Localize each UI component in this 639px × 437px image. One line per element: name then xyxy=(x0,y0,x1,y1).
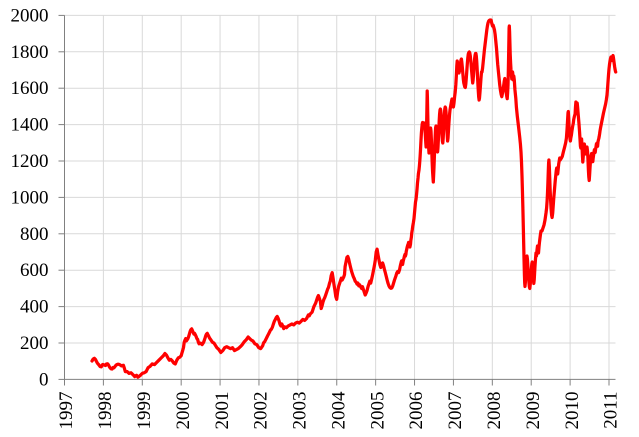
svg-text:2000: 2000 xyxy=(173,392,194,430)
svg-text:1400: 1400 xyxy=(11,115,49,136)
svg-text:1997: 1997 xyxy=(56,392,77,430)
svg-text:1800: 1800 xyxy=(11,42,49,63)
svg-text:2004: 2004 xyxy=(328,391,349,430)
svg-text:0: 0 xyxy=(39,369,49,390)
svg-text:2008: 2008 xyxy=(484,392,505,430)
svg-text:1000: 1000 xyxy=(11,187,49,208)
svg-text:2003: 2003 xyxy=(290,392,311,430)
svg-text:200: 200 xyxy=(20,333,49,354)
svg-text:2005: 2005 xyxy=(367,392,388,430)
svg-text:1999: 1999 xyxy=(134,392,155,430)
svg-text:400: 400 xyxy=(20,297,49,318)
svg-text:1600: 1600 xyxy=(11,78,49,99)
svg-text:2007: 2007 xyxy=(445,392,466,430)
svg-text:800: 800 xyxy=(20,224,49,245)
svg-text:2009: 2009 xyxy=(523,392,544,430)
svg-text:600: 600 xyxy=(20,260,49,281)
svg-text:2011: 2011 xyxy=(601,392,622,429)
svg-text:2010: 2010 xyxy=(562,392,583,430)
svg-text:2000: 2000 xyxy=(11,5,49,26)
svg-text:1200: 1200 xyxy=(11,151,49,172)
svg-text:2002: 2002 xyxy=(251,392,272,430)
svg-text:2006: 2006 xyxy=(406,392,427,430)
svg-text:1998: 1998 xyxy=(95,392,116,430)
svg-text:2001: 2001 xyxy=(212,392,233,430)
